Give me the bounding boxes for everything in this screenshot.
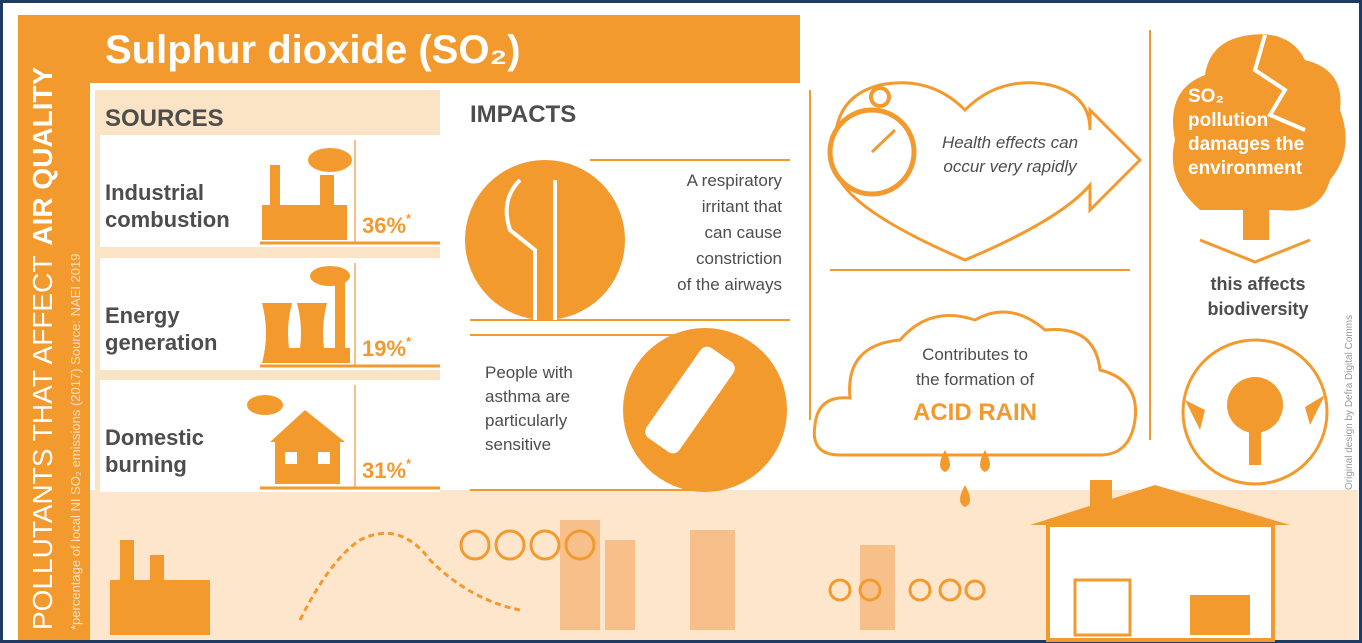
sources-list: Industrial combustion 36%*Energy generation… [100, 135, 440, 492]
text-line: sensitive [485, 435, 551, 454]
percent: 31% [362, 458, 406, 483]
text-line: occur very rapidly [943, 157, 1078, 176]
source-icon [262, 266, 350, 363]
source-percent: 19%* [362, 334, 412, 361]
cyclists [828, 578, 986, 602]
text-line: this affects [1210, 274, 1305, 294]
text-line: SO₂ [1188, 86, 1224, 107]
inhaler [645, 346, 735, 454]
impact-dividers [470, 30, 1151, 491]
source-line: burning [105, 452, 187, 477]
heart-arrow [833, 81, 1143, 262]
footnote: *percentage of local NI SO₂ emissions (2… [68, 254, 83, 630]
asterisk: * [406, 456, 412, 471]
icon-part [275, 442, 340, 484]
title: Sulphur dioxide (SO₂) [105, 28, 521, 72]
percent: 36% [362, 213, 406, 238]
source-label: Industrial combustion [105, 180, 230, 232]
text-line: of the airways [677, 275, 782, 294]
icon-part [320, 175, 334, 210]
source-icon [262, 148, 352, 240]
source-percent: 31%* [362, 456, 412, 483]
side-banner-text: POLLUTANTS THAT AFFECT AIR QUALITY [27, 66, 58, 630]
source-icon [247, 395, 345, 484]
acid-text: Contributes to the formation of [916, 345, 1034, 389]
text-line: Health effects can [942, 133, 1078, 152]
window [285, 452, 297, 464]
asterisk: * [406, 334, 412, 349]
icon-part [275, 348, 350, 363]
airway [504, 178, 557, 320]
text-line: damages the [1188, 134, 1304, 155]
factory-silhouette [110, 540, 210, 635]
source-line: generation [105, 330, 217, 355]
icon-part [308, 148, 352, 172]
text-line: irritant that [702, 197, 783, 216]
text-line: particularly [485, 411, 568, 430]
source-label: Domestic burning [105, 425, 204, 477]
cloud [812, 310, 1138, 457]
banner-light: POLLUTANTS THAT AFFECT [27, 256, 58, 630]
text-line: People with [485, 363, 573, 382]
icon-part [335, 283, 345, 363]
impacts-heading: IMPACTS [470, 101, 576, 128]
tree-trunk [1243, 200, 1269, 240]
title-bar [90, 15, 800, 83]
tree-crown [1172, 34, 1346, 211]
icon-part [247, 395, 283, 415]
raindrops [940, 450, 990, 507]
icon-part [270, 165, 280, 210]
rapid-text: Health effects can occur very rapidly [942, 133, 1078, 176]
percent: 19% [362, 336, 406, 361]
sources-heading: SOURCES [105, 105, 224, 132]
text-line: biodiversity [1207, 299, 1308, 319]
text-line: A respiratory [687, 171, 783, 190]
asthma-text: People with asthma are particularly sensiti… [485, 363, 573, 454]
text-line: Contributes to [922, 345, 1028, 364]
source-line: Industrial [105, 180, 204, 205]
source-percent: 36%* [362, 211, 412, 238]
icon-part [262, 205, 347, 240]
window [318, 452, 330, 464]
side-banner [18, 15, 90, 640]
throat-icon [465, 160, 625, 320]
text-line: environment [1188, 158, 1303, 179]
stopwatch-hand [870, 128, 897, 154]
source-line: combustion [105, 207, 230, 232]
icon-part [270, 410, 345, 442]
text-line: pollution [1188, 110, 1268, 131]
acid-rain: ACID RAIN [913, 399, 1037, 426]
house-illustration [1030, 480, 1290, 642]
source-label: Energy generation [105, 303, 217, 355]
skyline [560, 520, 895, 630]
credit: Original design by Defra Digital Comms [1344, 315, 1355, 490]
stopwatch-knob [869, 86, 891, 108]
biodiversity-text: this affects biodiversity [1207, 274, 1308, 319]
text-line: asthma are [485, 387, 570, 406]
source-line: Domestic [105, 425, 204, 450]
text-line: the formation of [916, 370, 1034, 389]
icon-part [310, 266, 350, 286]
respiratory-text: A respiratory irritant that can cause const… [677, 171, 782, 294]
source-line: Energy [105, 303, 180, 328]
tree-text: SO₂ pollution damages the environment [1188, 86, 1304, 179]
text-line: constriction [696, 249, 782, 268]
asterisk: * [406, 211, 412, 226]
banner-bold: AIR QUALITY [27, 66, 58, 245]
wildlife [1185, 377, 1325, 465]
tree-crack [1252, 34, 1306, 132]
text-line: can cause [705, 223, 783, 242]
nature-icons [459, 529, 596, 561]
chevron [1199, 238, 1311, 264]
